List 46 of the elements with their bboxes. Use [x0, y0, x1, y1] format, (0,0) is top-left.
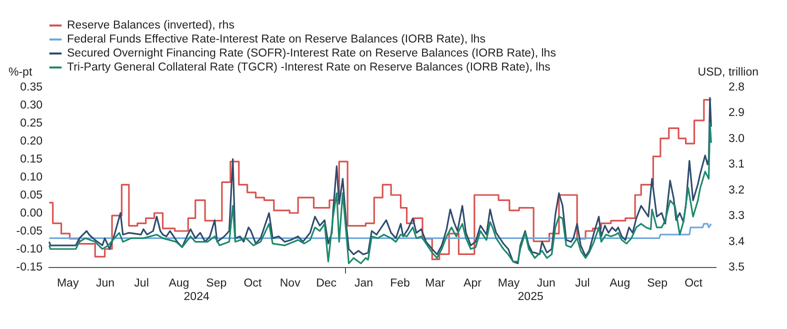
y-tick-label: -0.15 — [16, 262, 42, 274]
x-tick-label: Dec — [316, 278, 337, 290]
y2-tick-label: 2.8 — [728, 82, 744, 94]
y2-tick-label: 3.1 — [728, 158, 744, 171]
y2-tick-label: 3.3 — [728, 210, 744, 222]
y-tick-label: 0.30 — [20, 100, 42, 112]
y2-axis-title: USD, trillion — [698, 66, 758, 78]
x-tick-label: Feb — [390, 278, 410, 290]
y-tick-label: 0.10 — [20, 172, 42, 184]
x-tick-label: Jul — [575, 278, 590, 290]
legend-label: Secured Overnight Financing Rate (SOFR)-Interest Rate on Reserve Balances (IORB Rate), lhs — [67, 48, 556, 60]
x-tick-label: Mar — [425, 278, 446, 290]
line-series — [48, 223, 712, 239]
y-tick-label: -0.05 — [16, 226, 42, 238]
x-tick-label: Jun — [536, 278, 556, 290]
y-tick-label: 0.00 — [20, 208, 42, 220]
legend-label: Tri-Party General Collateral Rate (TGCR) -Interest Rate on Reserve Balances (IORB Rate), lhs — [67, 62, 551, 74]
y2-tick-label: 3.5 — [728, 262, 744, 274]
legend-label: Reserve Balances (inverted), rhs — [67, 20, 235, 32]
y-axis-title: %-pt — [8, 66, 33, 78]
x-tick-label: Oct — [684, 278, 704, 290]
text: 2025 — [518, 291, 544, 303]
x-tick-label: May — [498, 278, 520, 290]
x-tick-label: May — [56, 278, 79, 290]
x-tick-label: Aug — [610, 278, 630, 290]
y2-tick-label: 3.2 — [728, 184, 744, 196]
x-tick-label: Oct — [244, 278, 262, 290]
y-tick-label: 0.35 — [20, 82, 42, 94]
text: 2024 — [184, 291, 210, 303]
x-tick-label: Jun — [96, 278, 115, 290]
x-tick-label: Jan — [354, 278, 374, 290]
x-tick-label: Apr — [464, 278, 482, 290]
y2-tick-label: 2.9 — [728, 107, 744, 120]
x-tick-label: Jul — [134, 278, 149, 290]
y2-tick-label: 3.4 — [728, 236, 746, 248]
y-tick-label: 0.05 — [20, 190, 42, 202]
y2-tick-label: 3.0 — [728, 132, 744, 145]
y-tick-label: 0.20 — [20, 136, 42, 148]
legend-label: Federal Funds Effective Rate-Interest Rate on Reserve Balances (IORB Rate), lhs — [67, 34, 486, 46]
y-tick-label: 0.15 — [20, 154, 42, 166]
y-tick-label: -0.10 — [16, 244, 42, 256]
x-tick-label: Sep — [647, 278, 668, 290]
x-tick-label: Nov — [280, 278, 301, 290]
x-tick-label: Sep — [206, 278, 227, 290]
y-tick-label: 0.25 — [20, 118, 42, 130]
x-tick-label: Aug — [168, 278, 190, 290]
